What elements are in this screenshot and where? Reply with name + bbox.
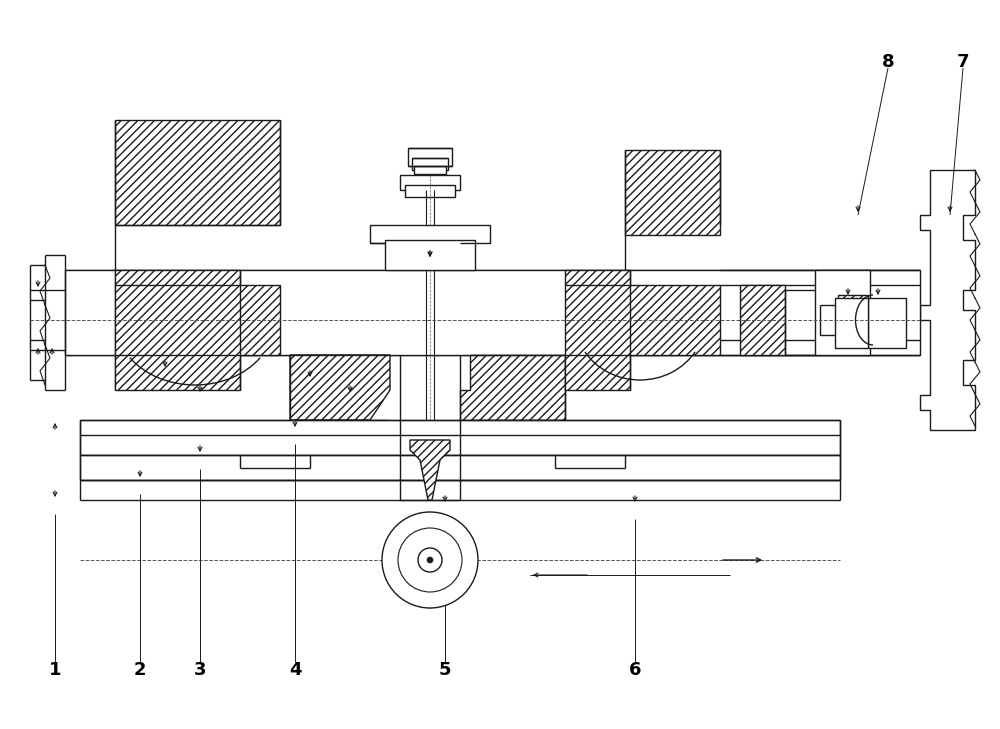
Text: 6: 6 [629, 661, 641, 679]
Circle shape [398, 528, 462, 592]
Bar [400, 175, 460, 190]
Bar [65, 270, 920, 355]
Bar [740, 285, 785, 355]
Bar [868, 298, 906, 348]
Bar [412, 158, 448, 170]
Polygon shape [565, 270, 720, 390]
Polygon shape [410, 440, 450, 500]
Polygon shape [460, 355, 565, 420]
Text: 8: 8 [882, 53, 894, 71]
Text: 3: 3 [194, 661, 206, 679]
Bar [405, 185, 455, 197]
Bar [385, 240, 475, 270]
Circle shape [382, 512, 478, 608]
Polygon shape [920, 170, 975, 430]
Polygon shape [115, 270, 280, 390]
Bar [115, 120, 280, 225]
Polygon shape [290, 355, 390, 420]
Bar [408, 148, 452, 166]
Text: 7: 7 [957, 53, 969, 71]
Text: 2: 2 [134, 661, 146, 679]
Bar [838, 295, 868, 345]
Bar [625, 150, 720, 235]
Bar [815, 270, 870, 355]
Bar [414, 166, 446, 174]
Bar [820, 305, 840, 335]
Bar [80, 455, 840, 480]
Circle shape [418, 548, 442, 572]
Bar [80, 420, 840, 455]
Bar [835, 298, 868, 348]
Text: 4: 4 [289, 661, 301, 679]
Text: 1: 1 [49, 661, 61, 679]
Circle shape [427, 557, 433, 563]
Text: 5: 5 [439, 661, 451, 679]
Bar [370, 225, 490, 243]
